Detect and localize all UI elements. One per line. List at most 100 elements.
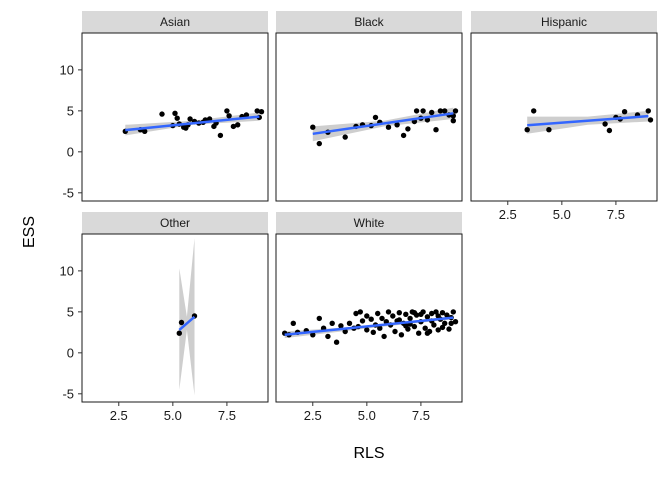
- data-point-black-1: [316, 140, 322, 147]
- data-point-hispanic-4: [606, 127, 613, 134]
- data-point-white-6: [316, 315, 322, 322]
- data-point-black-18: [429, 109, 435, 116]
- x-tick-label-hispanic-1: 5.0: [553, 207, 571, 222]
- data-point-asian-26: [254, 108, 260, 114]
- data-point-black-19: [433, 127, 439, 133]
- data-point-white-50: [431, 322, 437, 328]
- data-point-white-11: [338, 323, 344, 329]
- data-point-hispanic-2: [546, 127, 552, 133]
- data-point-white-52: [435, 327, 441, 333]
- data-point-white-46: [422, 325, 428, 331]
- data-point-white-12: [342, 328, 348, 335]
- data-point-white-66: [411, 310, 418, 316]
- panels-layer: Asian -5 0 5 10 Black Hispanic 2.5 5.0 7.5 Other -5…: [60, 11, 658, 423]
- data-point-asian-3: [159, 111, 165, 117]
- data-point-black-20: [437, 108, 444, 114]
- x-tick-label-white-1: 5.0: [358, 408, 376, 423]
- strip-label-white: White: [354, 216, 385, 230]
- data-point-white-43: [416, 330, 422, 336]
- data-point-black-23: [450, 118, 456, 124]
- data-point-white-41: [411, 323, 418, 330]
- data-point-black-16: [420, 108, 426, 114]
- data-point-white-5: [310, 332, 316, 338]
- strip-label-black: Black: [354, 15, 384, 29]
- plot-area-other: [81, 233, 269, 403]
- data-point-white-67: [403, 323, 409, 329]
- x-tick-label-other-0: 2.5: [110, 408, 128, 423]
- data-point-white-57: [446, 326, 452, 332]
- data-point-hispanic-10: [647, 117, 654, 123]
- y-tick-label-asian-0: -5: [62, 185, 74, 200]
- data-point-white-35: [398, 332, 405, 338]
- data-point-white-2: [290, 320, 296, 326]
- data-point-black-14: [413, 108, 420, 114]
- strip-label-other: Other: [160, 216, 190, 230]
- y-tick-label-asian-3: 10: [60, 62, 74, 77]
- data-point-white-13: [346, 320, 353, 326]
- x-tick-label-hispanic-0: 2.5: [499, 207, 517, 222]
- data-point-black-11: [400, 132, 407, 139]
- data-point-asian-25: [243, 112, 250, 118]
- data-point-black-7: [372, 114, 379, 121]
- strip-label-asian: Asian: [160, 15, 190, 29]
- data-point-white-25: [377, 325, 383, 331]
- fit-line-hispanic: [527, 114, 649, 127]
- fit-line-white: [284, 316, 454, 337]
- data-point-white-54: [439, 310, 446, 316]
- data-point-asian-28: [258, 109, 265, 115]
- fit-line-asian: [125, 115, 260, 132]
- data-point-black-24: [452, 108, 459, 114]
- data-point-black-9: [385, 124, 392, 130]
- data-point-hispanic-0: [524, 127, 530, 133]
- data-point-white-51: [433, 309, 439, 315]
- data-point-white-60: [452, 319, 459, 325]
- data-point-black-12: [405, 126, 411, 132]
- strip-black: [276, 11, 462, 33]
- y-tick-label-other-0: -5: [62, 386, 74, 401]
- y-tick-label-other-1: 0: [67, 345, 74, 360]
- data-point-white-10: [333, 339, 340, 345]
- data-point-white-17: [357, 309, 363, 315]
- strip-asian: [82, 11, 268, 33]
- fit-line-other: [178, 315, 196, 331]
- data-point-white-69: [424, 330, 431, 336]
- data-point-asian-6: [174, 115, 180, 121]
- x-tick-label-other-1: 5.0: [164, 408, 182, 423]
- x-tick-label-white-2: 7.5: [412, 408, 430, 423]
- data-point-white-32: [392, 328, 398, 335]
- panel-other: Other -5 0 5 10 2.5 5.0 7.5: [60, 212, 269, 423]
- data-point-white-56: [444, 312, 450, 318]
- data-point-white-31: [390, 313, 396, 319]
- data-point-white-27: [381, 333, 387, 340]
- data-point-white-18: [359, 318, 366, 324]
- data-point-other-0: [176, 330, 182, 336]
- data-point-white-22: [370, 329, 376, 335]
- panel-asian: Asian -5 0 5 10: [60, 11, 269, 202]
- strip-hispanic: [471, 11, 657, 33]
- y-tick-label-other-3: 10: [60, 263, 74, 278]
- data-point-asian-20: [224, 108, 230, 114]
- data-point-white-59: [450, 309, 456, 315]
- panel-black: Black: [275, 11, 463, 202]
- data-point-white-8: [325, 333, 331, 340]
- strip-white: [276, 212, 462, 234]
- data-point-white-26: [379, 315, 385, 322]
- panel-hispanic: Hispanic 2.5 5.0 7.5: [470, 11, 658, 222]
- y-axis-title: ESS: [21, 216, 38, 248]
- data-point-white-63: [418, 311, 424, 317]
- data-point-white-70: [448, 320, 454, 326]
- data-point-hispanic-1: [531, 108, 537, 114]
- data-point-asian-21: [226, 113, 232, 119]
- data-point-asian-5: [172, 110, 178, 117]
- data-point-asian-23: [235, 122, 241, 128]
- data-point-asian-11: [187, 116, 193, 122]
- data-point-other-1: [178, 319, 185, 326]
- data-point-asian-22: [230, 123, 237, 130]
- data-point-white-47: [424, 314, 431, 320]
- data-point-asian-2: [142, 128, 148, 134]
- data-point-white-19: [364, 313, 370, 319]
- confidence-band-other: [179, 238, 195, 396]
- data-point-hispanic-3: [602, 121, 608, 127]
- x-tick-label-other-2: 7.5: [218, 408, 236, 423]
